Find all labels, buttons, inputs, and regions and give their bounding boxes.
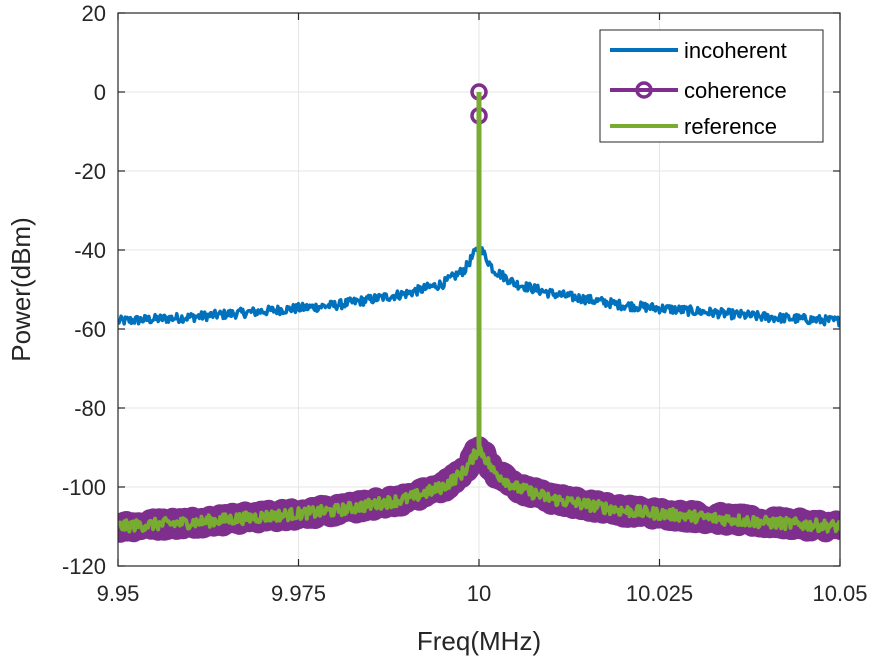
series-reference-line (118, 444, 840, 534)
legend-label-reference: reference (684, 114, 777, 139)
y-tick-label: -100 (62, 475, 106, 500)
y-tick-label: 0 (94, 80, 106, 105)
y-tick-label: -20 (74, 159, 106, 184)
y-tick-label: -80 (74, 396, 106, 421)
x-tick-label: 10 (467, 581, 491, 606)
x-tick-label: 10.025 (626, 581, 693, 606)
legend-marker-coherence (635, 81, 653, 99)
plot-area (118, 83, 840, 543)
y-tick-label: -40 (74, 238, 106, 263)
x-tick-label: 9.975 (271, 581, 326, 606)
legend-label-coherence: coherence (684, 78, 787, 103)
y-tick-label: 20 (82, 1, 106, 26)
axis-ticks: 9.95 9.975 10 10.025 10.05 20 0 -20 -40 -60 -80 -10… (62, 1, 868, 606)
x-tick-label: 10.05 (812, 581, 867, 606)
y-axis-label: Power(dBm) (6, 217, 36, 361)
x-tick-label: 9.95 (97, 581, 140, 606)
y-tick-label: -120 (62, 554, 106, 579)
x-axis-label: Freq(MHz) (417, 626, 541, 656)
legend: incoherent coherence reference (599, 29, 824, 143)
legend-label-incoherent: incoherent (684, 38, 787, 63)
y-tick-label: -60 (74, 317, 106, 342)
